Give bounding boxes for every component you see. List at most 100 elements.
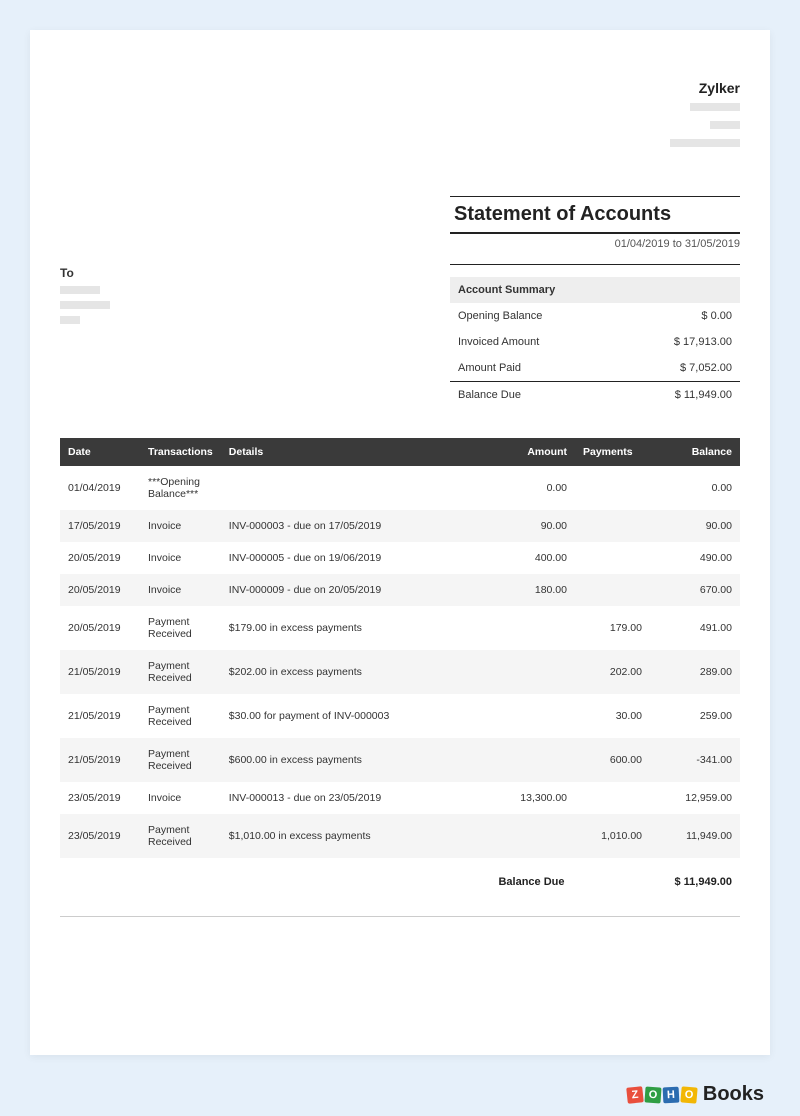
document-page: Zylker To Statement of Accounts 01/04/20… (30, 30, 770, 1055)
summary-row: Opening Balance $ 0.00 (450, 303, 740, 329)
cell-details: INV-000003 - due on 17/05/2019 (221, 510, 500, 542)
table-row: 20/05/2019InvoiceINV-000009 - due on 20/… (60, 574, 740, 606)
cell-transaction: Payment Received (140, 814, 221, 858)
cell-payments: 202.00 (575, 650, 650, 694)
cell-date: 20/05/2019 (60, 574, 140, 606)
cell-transaction: Invoice (140, 574, 221, 606)
cell-date: 17/05/2019 (60, 510, 140, 542)
placeholder-bar (60, 316, 80, 324)
cell-payments (575, 542, 650, 574)
summary-label: Opening Balance (458, 310, 542, 322)
cell-balance: 289.00 (650, 650, 740, 694)
summary-value: $ 11,949.00 (675, 389, 732, 401)
table-row: 01/04/2019***Opening Balance*** 0.00 0.00 (60, 466, 740, 510)
cell-date: 01/04/2019 (60, 466, 140, 510)
cell-payments: 30.00 (575, 694, 650, 738)
cell-transaction: Payment Received (140, 694, 221, 738)
cell-details: $600.00 in excess payments (221, 738, 500, 782)
cell-date: 21/05/2019 (60, 650, 140, 694)
placeholder-bar (710, 121, 740, 129)
summary-value: $ 7,052.00 (680, 362, 732, 374)
cell-date: 21/05/2019 (60, 694, 140, 738)
brand-footer: Z O H O Books (627, 1083, 764, 1106)
balance-due-label: Balance Due (498, 876, 564, 888)
col-balance: Balance (650, 438, 740, 466)
cell-amount: 180.00 (500, 574, 575, 606)
logo-letter: O (680, 1086, 697, 1103)
cell-payments (575, 466, 650, 510)
zoho-logo-icon: Z O H O (627, 1087, 697, 1103)
placeholder-bar (690, 103, 740, 111)
cell-transaction: Invoice (140, 510, 221, 542)
summary-label: Invoiced Amount (458, 336, 539, 348)
logo-letter: O (644, 1086, 661, 1103)
table-row: 21/05/2019Payment Received$30.00 for pay… (60, 694, 740, 738)
col-date: Date (60, 438, 140, 466)
cell-transaction: Payment Received (140, 650, 221, 694)
cell-transaction: Payment Received (140, 738, 221, 782)
cell-balance: 90.00 (650, 510, 740, 542)
logo-letter: Z (626, 1086, 644, 1104)
cell-balance: 12,959.00 (650, 782, 740, 814)
cell-details: $30.00 for payment of INV-000003 (221, 694, 500, 738)
cell-payments: 1,010.00 (575, 814, 650, 858)
table-row: 23/05/2019Payment Received$1,010.00 in e… (60, 814, 740, 858)
cell-payments (575, 782, 650, 814)
cell-details: INV-000009 - due on 20/05/2019 (221, 574, 500, 606)
table-row: 21/05/2019Payment Received$202.00 in exc… (60, 650, 740, 694)
cell-amount: 13,300.00 (500, 782, 575, 814)
cell-amount (500, 694, 575, 738)
summary-header: Account Summary (450, 277, 740, 303)
statement-title: Statement of Accounts (450, 196, 740, 234)
cell-balance: 11,949.00 (650, 814, 740, 858)
company-header: Zylker (60, 80, 740, 156)
summary-row: Amount Paid $ 7,052.00 (450, 355, 740, 382)
recipient-block: To (60, 266, 110, 408)
cell-amount: 0.00 (500, 466, 575, 510)
table-row: 17/05/2019InvoiceINV-000003 - due on 17/… (60, 510, 740, 542)
cell-details: INV-000013 - due on 23/05/2019 (221, 782, 500, 814)
col-amount: Amount (500, 438, 575, 466)
cell-payments: 600.00 (575, 738, 650, 782)
cell-date: 20/05/2019 (60, 542, 140, 574)
table-row: 20/05/2019InvoiceINV-000005 - due on 19/… (60, 542, 740, 574)
cell-balance: 490.00 (650, 542, 740, 574)
to-label: To (60, 266, 110, 280)
cell-amount (500, 738, 575, 782)
balance-due-footer: Balance Due $ 11,949.00 (60, 858, 740, 906)
placeholder-bar (60, 301, 110, 309)
cell-balance: 670.00 (650, 574, 740, 606)
placeholder-bar (60, 286, 100, 294)
balance-due-value: $ 11,949.00 (674, 876, 732, 888)
cell-amount (500, 814, 575, 858)
transactions-table: Date Transactions Details Amount Payment… (60, 438, 740, 858)
cell-transaction: ***Opening Balance*** (140, 466, 221, 510)
summary-row: Invoiced Amount $ 17,913.00 (450, 329, 740, 355)
cell-amount: 90.00 (500, 510, 575, 542)
summary-value: $ 0.00 (701, 310, 732, 322)
cell-date: 21/05/2019 (60, 738, 140, 782)
summary-label: Amount Paid (458, 362, 521, 374)
col-details: Details (221, 438, 500, 466)
statement-summary-block: Statement of Accounts 01/04/2019 to 31/0… (450, 196, 740, 408)
cell-transaction: Payment Received (140, 606, 221, 650)
cell-balance: 259.00 (650, 694, 740, 738)
cell-amount (500, 606, 575, 650)
table-row: 23/05/2019InvoiceINV-000013 - due on 23/… (60, 782, 740, 814)
cell-amount (500, 650, 575, 694)
company-name: Zylker (60, 80, 740, 96)
summary-value: $ 17,913.00 (674, 336, 732, 348)
cell-details: $1,010.00 in excess payments (221, 814, 500, 858)
cell-transaction: Invoice (140, 782, 221, 814)
cell-details: $202.00 in excess payments (221, 650, 500, 694)
cell-details: INV-000005 - due on 19/06/2019 (221, 542, 500, 574)
cell-balance: -341.00 (650, 738, 740, 782)
cell-payments: 179.00 (575, 606, 650, 650)
placeholder-bar (670, 139, 740, 147)
cell-details (221, 466, 500, 510)
cell-balance: 0.00 (650, 466, 740, 510)
summary-label: Balance Due (458, 389, 521, 401)
summary-row-balance-due: Balance Due $ 11,949.00 (450, 382, 740, 408)
cell-transaction: Invoice (140, 542, 221, 574)
logo-letter: H (662, 1086, 679, 1103)
